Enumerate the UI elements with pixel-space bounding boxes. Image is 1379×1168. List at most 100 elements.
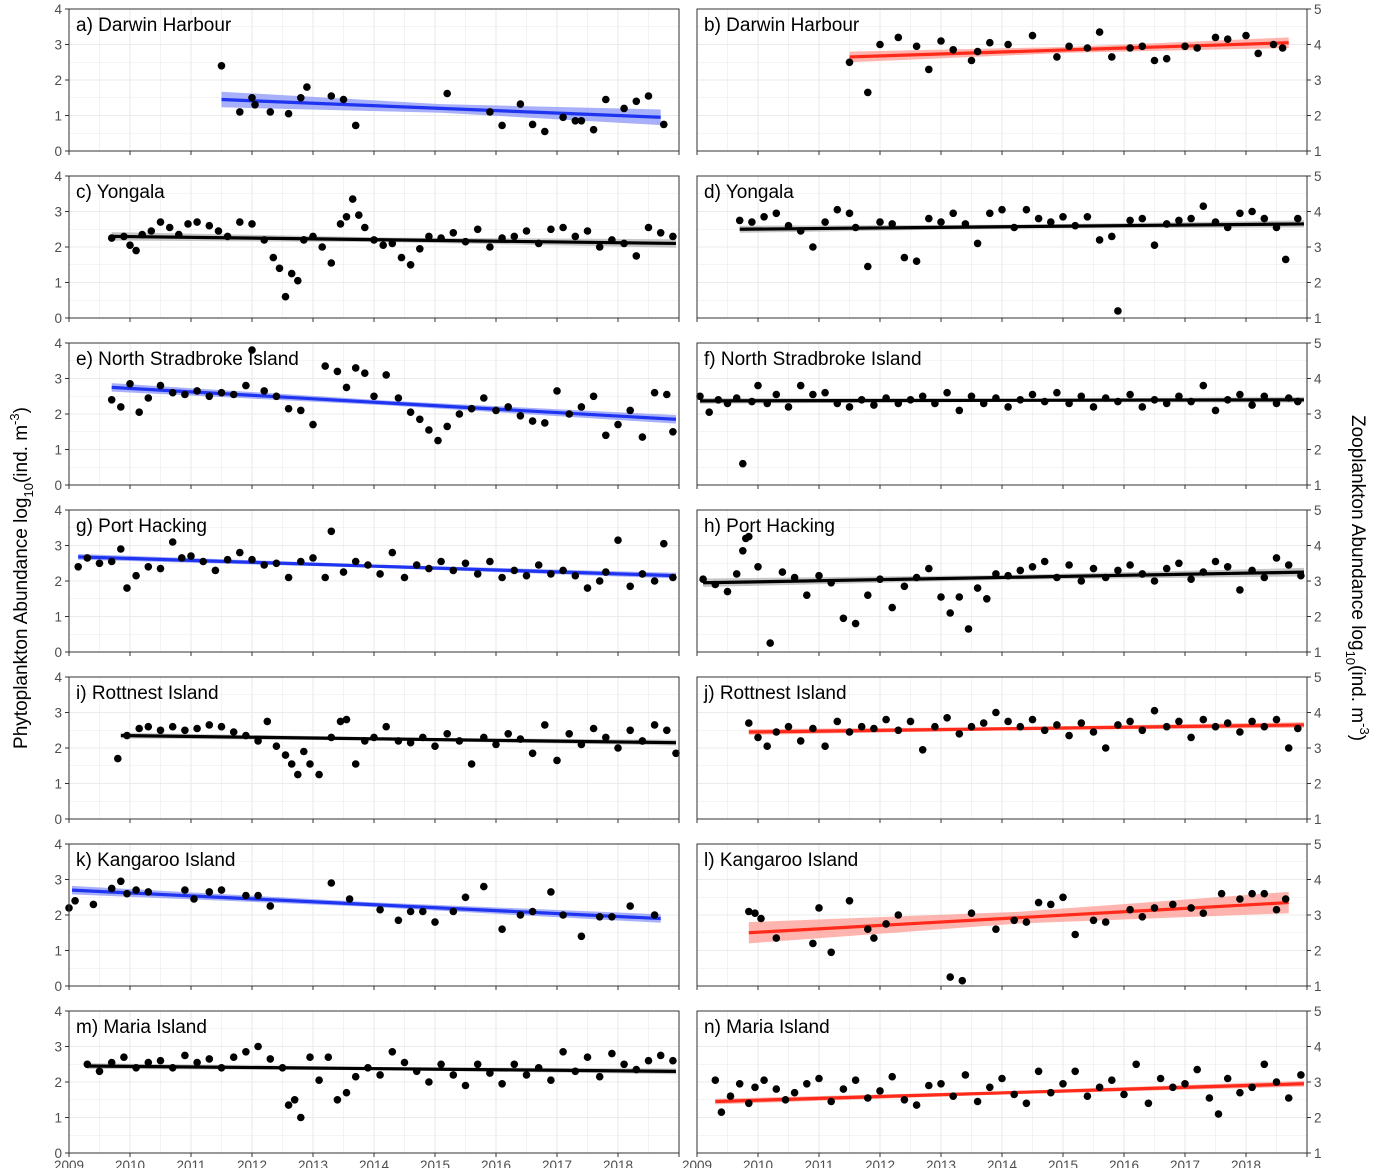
data-point — [839, 614, 848, 623]
data-point — [1034, 898, 1043, 907]
y-tick-label: 3 — [54, 873, 62, 888]
panel-i: i) Rottnest Island 0 1 2 3 4 — [54, 670, 680, 827]
data-point — [342, 383, 351, 392]
data-point — [486, 557, 494, 566]
data-point — [589, 392, 598, 401]
data-point — [1114, 397, 1122, 406]
data-point — [144, 394, 153, 402]
data-point — [333, 1096, 342, 1104]
data-point — [992, 394, 1000, 402]
data-point — [416, 245, 424, 253]
data-point — [796, 227, 805, 235]
data-point — [1138, 403, 1147, 411]
data-point — [1022, 205, 1031, 214]
panel-m: m) Maria Island 0 1 2 3 4 2009 2010 2011 2012 2013… — [54, 1004, 680, 1168]
y-tick-label: 5 — [1314, 2, 1322, 17]
data-point — [522, 571, 531, 580]
data-point — [425, 232, 433, 241]
data-point — [315, 1076, 323, 1084]
data-point — [321, 573, 330, 582]
y-tick-label: 3 — [54, 38, 62, 53]
data-point — [83, 1060, 92, 1069]
data-point — [266, 1055, 275, 1063]
data-point — [1281, 255, 1290, 264]
data-point — [449, 907, 458, 916]
data-point — [117, 403, 125, 411]
data-point — [751, 909, 759, 917]
data-point — [1065, 42, 1073, 51]
data-point — [821, 218, 829, 226]
data-point — [1126, 216, 1134, 225]
data-point — [1248, 889, 1256, 898]
data-point — [1101, 744, 1110, 752]
data-point — [1211, 218, 1220, 226]
data-point — [168, 538, 177, 546]
data-point — [1223, 719, 1232, 727]
data-point — [486, 1069, 494, 1077]
data-point — [1059, 893, 1067, 902]
data-point — [1126, 717, 1134, 726]
panel-j: j) Rottnest Island 1 2 3 4 5 — [696, 670, 1322, 827]
data-point — [1162, 722, 1171, 731]
data-point — [1269, 40, 1278, 49]
data-point — [614, 536, 622, 544]
data-point — [437, 557, 445, 566]
data-point — [1248, 401, 1256, 409]
data-point — [1101, 394, 1110, 402]
x-tick-label: 2014 — [987, 1158, 1018, 1168]
y-tick-label: 2 — [54, 908, 62, 923]
data-point — [1053, 721, 1061, 729]
data-point — [845, 728, 854, 736]
data-point — [1034, 214, 1043, 223]
data-point — [958, 976, 967, 985]
data-point — [1083, 1092, 1092, 1100]
data-point — [1217, 889, 1226, 898]
y-tick-label: 0 — [54, 812, 62, 827]
y-tick-label: 3 — [54, 372, 62, 387]
data-point — [361, 737, 369, 745]
data-point — [193, 218, 201, 226]
data-point — [796, 737, 805, 745]
data-point — [583, 584, 592, 592]
data-point — [254, 1042, 262, 1051]
data-point — [809, 243, 817, 251]
y-tick-label: 1 — [1314, 645, 1322, 660]
y-tick-label: 2 — [54, 574, 62, 589]
data-point — [602, 95, 610, 104]
data-point — [1181, 42, 1189, 51]
data-point — [1272, 399, 1281, 408]
data-point — [571, 117, 580, 125]
data-point — [714, 396, 723, 404]
y-tick-label: 1 — [1314, 311, 1322, 326]
data-point — [297, 406, 305, 415]
data-point — [397, 253, 406, 262]
data-point — [986, 209, 994, 218]
data-point — [1260, 1060, 1269, 1069]
data-point — [943, 714, 951, 722]
data-point — [602, 733, 610, 742]
data-point — [107, 1058, 116, 1067]
data-point — [851, 619, 860, 628]
data-point — [751, 1083, 759, 1092]
data-point — [516, 735, 525, 743]
data-point — [263, 717, 272, 726]
data-point — [327, 527, 336, 536]
data-point — [242, 731, 250, 740]
data-point — [815, 571, 823, 580]
data-point — [318, 243, 327, 251]
data-point — [1144, 1099, 1153, 1108]
data-point — [284, 404, 293, 413]
data-point — [498, 573, 506, 582]
data-point — [638, 570, 647, 578]
data-point — [1004, 40, 1012, 49]
data-point — [126, 380, 134, 388]
data-point — [925, 564, 933, 573]
data-point — [1248, 1083, 1256, 1092]
data-point — [851, 1076, 860, 1084]
y-tick-label: 3 — [1314, 741, 1322, 756]
data-point — [254, 737, 262, 745]
data-point — [559, 113, 567, 122]
data-point — [1028, 31, 1037, 40]
data-point — [178, 554, 186, 562]
x-tick-label: 2009 — [54, 1158, 84, 1168]
